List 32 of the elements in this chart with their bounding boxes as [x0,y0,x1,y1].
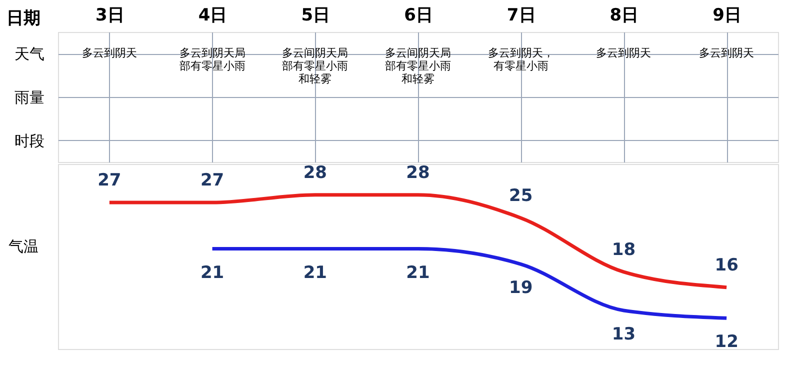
text: 多云到阴天 [596,46,652,60]
y-axis-title: 气温 [8,238,38,256]
x-tick-label: 8日 [610,6,639,26]
x-tick-label: 5日 [301,6,330,26]
data-label: 21 [406,262,430,283]
x-axis-title: 日期 [6,8,40,28]
text: 雨量 [14,88,44,106]
data-label: 21 [200,262,224,283]
data-label: 28 [406,162,430,183]
text: 多云到阴天，有零星小雨 [488,46,554,73]
x-tick-label: 3日 [96,6,124,26]
data-label: 18 [612,240,636,260]
data-label: 16 [714,255,738,276]
x-tick-label: 6日 [404,6,433,26]
text: 天气 [14,45,44,64]
data-label: 13 [612,324,636,344]
data-label: 25 [509,186,533,206]
text: 多云到阴天局部有零星小雨 [179,46,246,73]
text: 多云到阴天 [699,46,754,60]
x-tick-label: 4日 [198,6,228,26]
data-label: 27 [200,170,224,191]
text: 多云间阴天局部有零星小雨和轻雾 [385,46,451,86]
data-label: 21 [303,262,327,283]
data-label: 19 [509,278,533,298]
text: 多云间阴天局部有零星小雨和轻雾 [282,46,348,86]
x-tick-label: 7日 [506,6,536,26]
data-label: 12 [714,332,738,352]
text: 多云到阴天 [82,46,137,60]
text: 时段 [14,132,44,150]
x-tick-label: 9日 [712,6,742,26]
data-label: 27 [98,170,122,191]
data-label: 28 [303,162,327,183]
